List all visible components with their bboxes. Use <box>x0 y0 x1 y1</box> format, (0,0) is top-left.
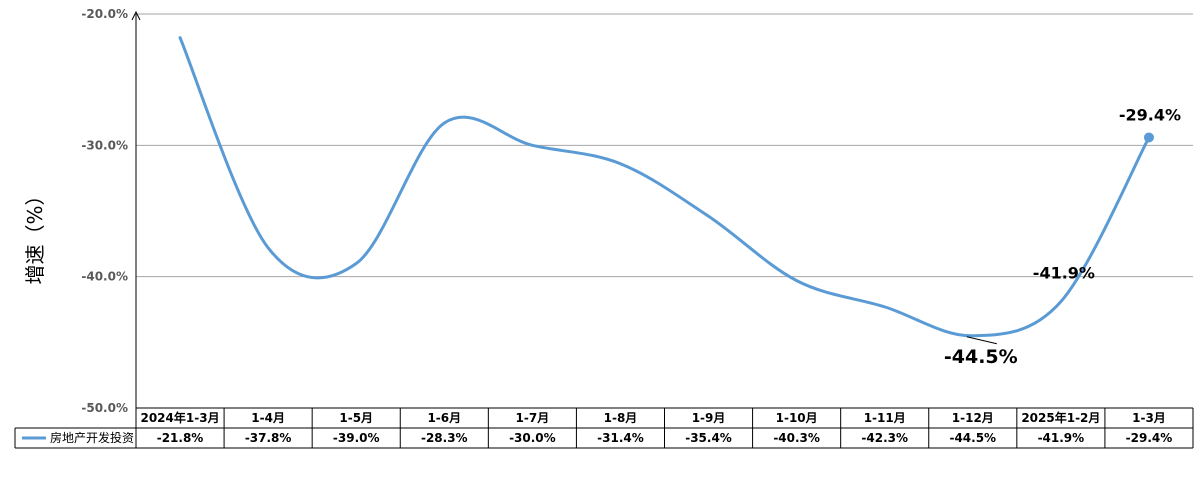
table-value-cell: -39.0% <box>333 431 380 445</box>
table-value-cell: -44.5% <box>949 431 996 445</box>
x-category-label: 1-5月 <box>339 411 373 425</box>
y-axis-label: 增速（%） <box>23 185 47 284</box>
data-label: -41.9% <box>1033 264 1095 283</box>
table-value-cell: -28.3% <box>421 431 468 445</box>
table-value-cell: -21.8% <box>157 431 204 445</box>
x-category-label: 2025年1-2月 <box>1021 410 1100 425</box>
y-tick-label: -40.0% <box>81 270 128 284</box>
data-point <box>883 305 887 309</box>
table-value-cell: -41.9% <box>1038 431 1085 445</box>
x-category-label: 1-7月 <box>516 411 550 425</box>
data-point <box>618 162 622 166</box>
x-category-label: 1-8月 <box>604 411 638 425</box>
series-line <box>178 36 1151 338</box>
data-point <box>795 279 799 283</box>
data-point <box>354 262 358 266</box>
data-point <box>266 246 270 250</box>
legend-label: 房地产开发投资 <box>50 430 134 445</box>
data-point <box>530 143 534 147</box>
table-value-cell: -42.3% <box>861 431 908 445</box>
data-point <box>971 334 975 338</box>
table-value-cell: -30.0% <box>509 431 556 445</box>
table-value-cell: -37.8% <box>245 431 292 445</box>
annotation-leader <box>966 336 997 345</box>
y-tick-label: -30.0% <box>81 138 128 152</box>
y-axis-arrow-icon <box>131 10 141 21</box>
x-category-label: 1-6月 <box>427 411 461 425</box>
x-category-label: 1-9月 <box>692 411 726 425</box>
y-tick-label: -50.0% <box>81 401 128 415</box>
x-category-label: 1-12月 <box>952 411 994 425</box>
table-value-cell: -29.4% <box>1126 431 1173 445</box>
data-label: -44.5% <box>944 346 1018 368</box>
table-value-cell: -31.4% <box>597 431 644 445</box>
data-label: -29.4% <box>1119 105 1181 124</box>
x-category-label: 1-10月 <box>776 411 818 425</box>
data-point <box>442 121 446 125</box>
y-tick-label: -20.0% <box>81 7 128 21</box>
highlight-point <box>1143 132 1154 143</box>
data-point <box>1059 300 1063 304</box>
table-value-cell: -40.3% <box>773 431 820 445</box>
data-point <box>707 214 711 218</box>
x-category-label: 1-4月 <box>251 411 285 425</box>
x-category-label: 2024年1-3月 <box>140 410 219 425</box>
data-point <box>178 36 182 40</box>
table-value-cell: -35.4% <box>685 431 732 445</box>
x-category-label: 1-3月 <box>1132 411 1166 425</box>
x-category-label: 1-11月 <box>864 411 906 425</box>
